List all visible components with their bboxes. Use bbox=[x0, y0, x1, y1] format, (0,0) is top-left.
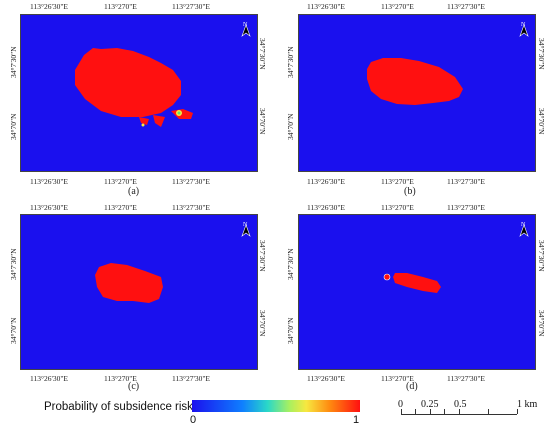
lat-tick-left: 34°7'30"N bbox=[286, 248, 295, 280]
legend-title: Probability of subsidence risk bbox=[44, 401, 193, 413]
north-label: N bbox=[521, 222, 526, 228]
north-arrow-icon: N bbox=[240, 222, 252, 237]
north-arrow-icon: N bbox=[518, 222, 530, 237]
lat-tick-left: 34°7'30"N bbox=[9, 46, 18, 78]
scale-label: 0.25 bbox=[421, 399, 439, 410]
lat-tick-left: 34°70"N bbox=[286, 113, 295, 140]
lon-tick-bottom: 113°27'30"E bbox=[447, 374, 485, 383]
north-arrow-icon: N bbox=[240, 22, 252, 37]
legend-color-ramp bbox=[192, 400, 360, 412]
lon-tick-bottom: 113°27'30"E bbox=[172, 177, 210, 186]
lon-tick-top: 113°27'30"E bbox=[447, 203, 485, 212]
scale-tick bbox=[459, 409, 460, 414]
scale-tick bbox=[415, 409, 416, 414]
risk-map-c: N bbox=[20, 214, 258, 370]
risk-zone-shape-b bbox=[367, 58, 463, 105]
legend-min-label: 0 bbox=[190, 414, 197, 426]
lon-tick-bottom: 113°270"E bbox=[381, 177, 414, 186]
lon-tick-bottom: 113°26'30"E bbox=[30, 177, 68, 186]
scale-label: 0.5 bbox=[454, 399, 467, 410]
lon-tick-top: 113°26'30"E bbox=[30, 2, 68, 11]
lon-tick-top: 113°26'30"E bbox=[307, 203, 345, 212]
lon-tick-top: 113°26'30"E bbox=[30, 203, 68, 212]
scale-label: 1 km bbox=[517, 399, 538, 410]
risk-map-a: N bbox=[20, 14, 258, 172]
risk-zone-shape-a bbox=[75, 48, 193, 127]
legend-max-label: 1 bbox=[353, 414, 360, 426]
panel-label-c: (c) bbox=[128, 381, 140, 392]
lat-tick-right: 34°7'30"N bbox=[537, 240, 546, 272]
lat-tick-left: 34°70"N bbox=[9, 317, 18, 344]
risk-zone-shape-d bbox=[383, 273, 441, 293]
lat-tick-right: 34°70"N bbox=[537, 108, 546, 135]
lon-tick-top: 113°27'30"E bbox=[172, 2, 210, 11]
lat-tick-left: 34°7'30"N bbox=[286, 46, 295, 78]
scale-tick bbox=[517, 409, 518, 414]
lat-tick-left: 34°7'30"N bbox=[9, 248, 18, 280]
lat-tick-right: 34°70"N bbox=[258, 310, 267, 337]
lon-tick-top: 113°27'30"E bbox=[172, 203, 210, 212]
lon-tick-bottom: 113°26'30"E bbox=[307, 374, 345, 383]
scale-label: 0 bbox=[398, 399, 403, 410]
panel-label-a: (a) bbox=[128, 186, 140, 197]
risk-map-d: N bbox=[298, 214, 536, 370]
lon-tick-top: 113°270"E bbox=[104, 203, 137, 212]
lon-tick-top: 113°270"E bbox=[381, 2, 414, 11]
lon-tick-bottom: 113°270"E bbox=[104, 177, 137, 186]
lat-tick-left: 34°70"N bbox=[9, 113, 18, 140]
scale-tick bbox=[430, 409, 431, 414]
lon-tick-bottom: 113°26'30"E bbox=[307, 177, 345, 186]
lat-tick-left: 34°70"N bbox=[286, 317, 295, 344]
lon-tick-top: 113°270"E bbox=[104, 2, 137, 11]
scale-bar bbox=[401, 414, 517, 415]
lat-tick-right: 34°7'30"N bbox=[258, 38, 267, 70]
risk-zone-shape-c bbox=[95, 263, 163, 303]
north-label: N bbox=[243, 222, 248, 228]
lat-tick-right: 34°70"N bbox=[537, 310, 546, 337]
lon-tick-top: 113°27'30"E bbox=[447, 2, 485, 11]
lon-tick-bottom: 113°270"E bbox=[381, 374, 414, 383]
scale-tick bbox=[488, 409, 489, 414]
scale-tick bbox=[444, 409, 445, 414]
lat-tick-right: 34°7'30"N bbox=[258, 240, 267, 272]
north-label: N bbox=[243, 22, 248, 28]
lat-tick-right: 34°70"N bbox=[258, 108, 267, 135]
lon-tick-top: 113°26'30"E bbox=[307, 2, 345, 11]
lon-tick-bottom: 113°270"E bbox=[104, 374, 137, 383]
lon-tick-bottom: 113°27'30"E bbox=[447, 177, 485, 186]
risk-map-b: N bbox=[298, 14, 536, 172]
north-label: N bbox=[521, 22, 526, 28]
lon-tick-bottom: 113°26'30"E bbox=[30, 374, 68, 383]
north-arrow-icon: N bbox=[518, 22, 530, 37]
lon-tick-top: 113°270"E bbox=[381, 203, 414, 212]
panel-label-b: (b) bbox=[404, 186, 416, 197]
lat-tick-right: 34°7'30"N bbox=[537, 38, 546, 70]
panel-label-d: (d) bbox=[406, 381, 418, 392]
lon-tick-bottom: 113°27'30"E bbox=[172, 374, 210, 383]
scale-tick bbox=[401, 409, 402, 414]
